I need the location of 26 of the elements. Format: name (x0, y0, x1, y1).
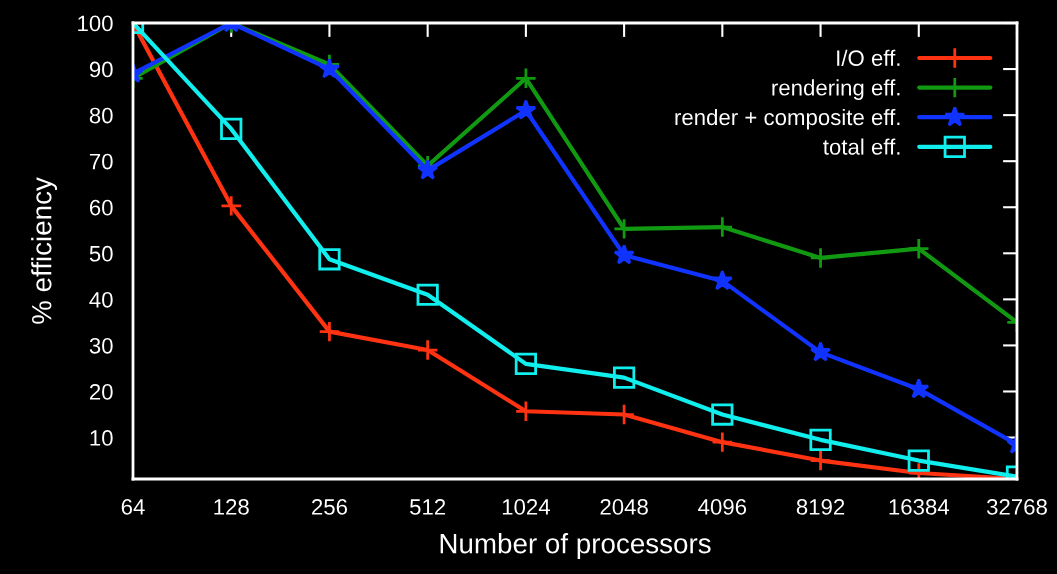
x-tick-label: 1024 (502, 499, 550, 515)
y-tick-label: 10 (90, 430, 113, 446)
x-tick-label: 32768 (986, 499, 1047, 515)
legend-label: rendering eff. (772, 79, 900, 100)
x-tick-label: 2048 (600, 499, 648, 515)
y-tick-label: 80 (89, 107, 113, 124)
x-axis-title: Number of processors (440, 533, 711, 559)
x-tick-label: 16384 (889, 499, 950, 515)
y-tick-label: 100 (78, 15, 113, 32)
x-tick-label: 4096 (698, 499, 747, 515)
x-tick-label: 256 (312, 499, 348, 515)
y-tick-label: 40 (89, 291, 113, 308)
y-tick-label: 70 (89, 153, 113, 170)
x-tick-label: 512 (410, 499, 446, 515)
legend-label: I/O eff. (837, 49, 900, 66)
legend-label: render + composite eff. (675, 108, 900, 130)
y-tick-label: 20 (89, 384, 113, 400)
y-axis-title: % efficiency (31, 177, 58, 324)
x-tick-label: 128 (214, 499, 249, 515)
y-tick-label: 60 (89, 199, 113, 216)
y-tick-label: 50 (89, 245, 113, 262)
y-tick-label: 30 (89, 337, 113, 354)
x-tick-label: 8192 (796, 499, 845, 515)
x-tick-label: 64 (121, 499, 145, 515)
legend-label: total eff. (823, 138, 900, 155)
y-tick-label: 90 (89, 61, 113, 78)
